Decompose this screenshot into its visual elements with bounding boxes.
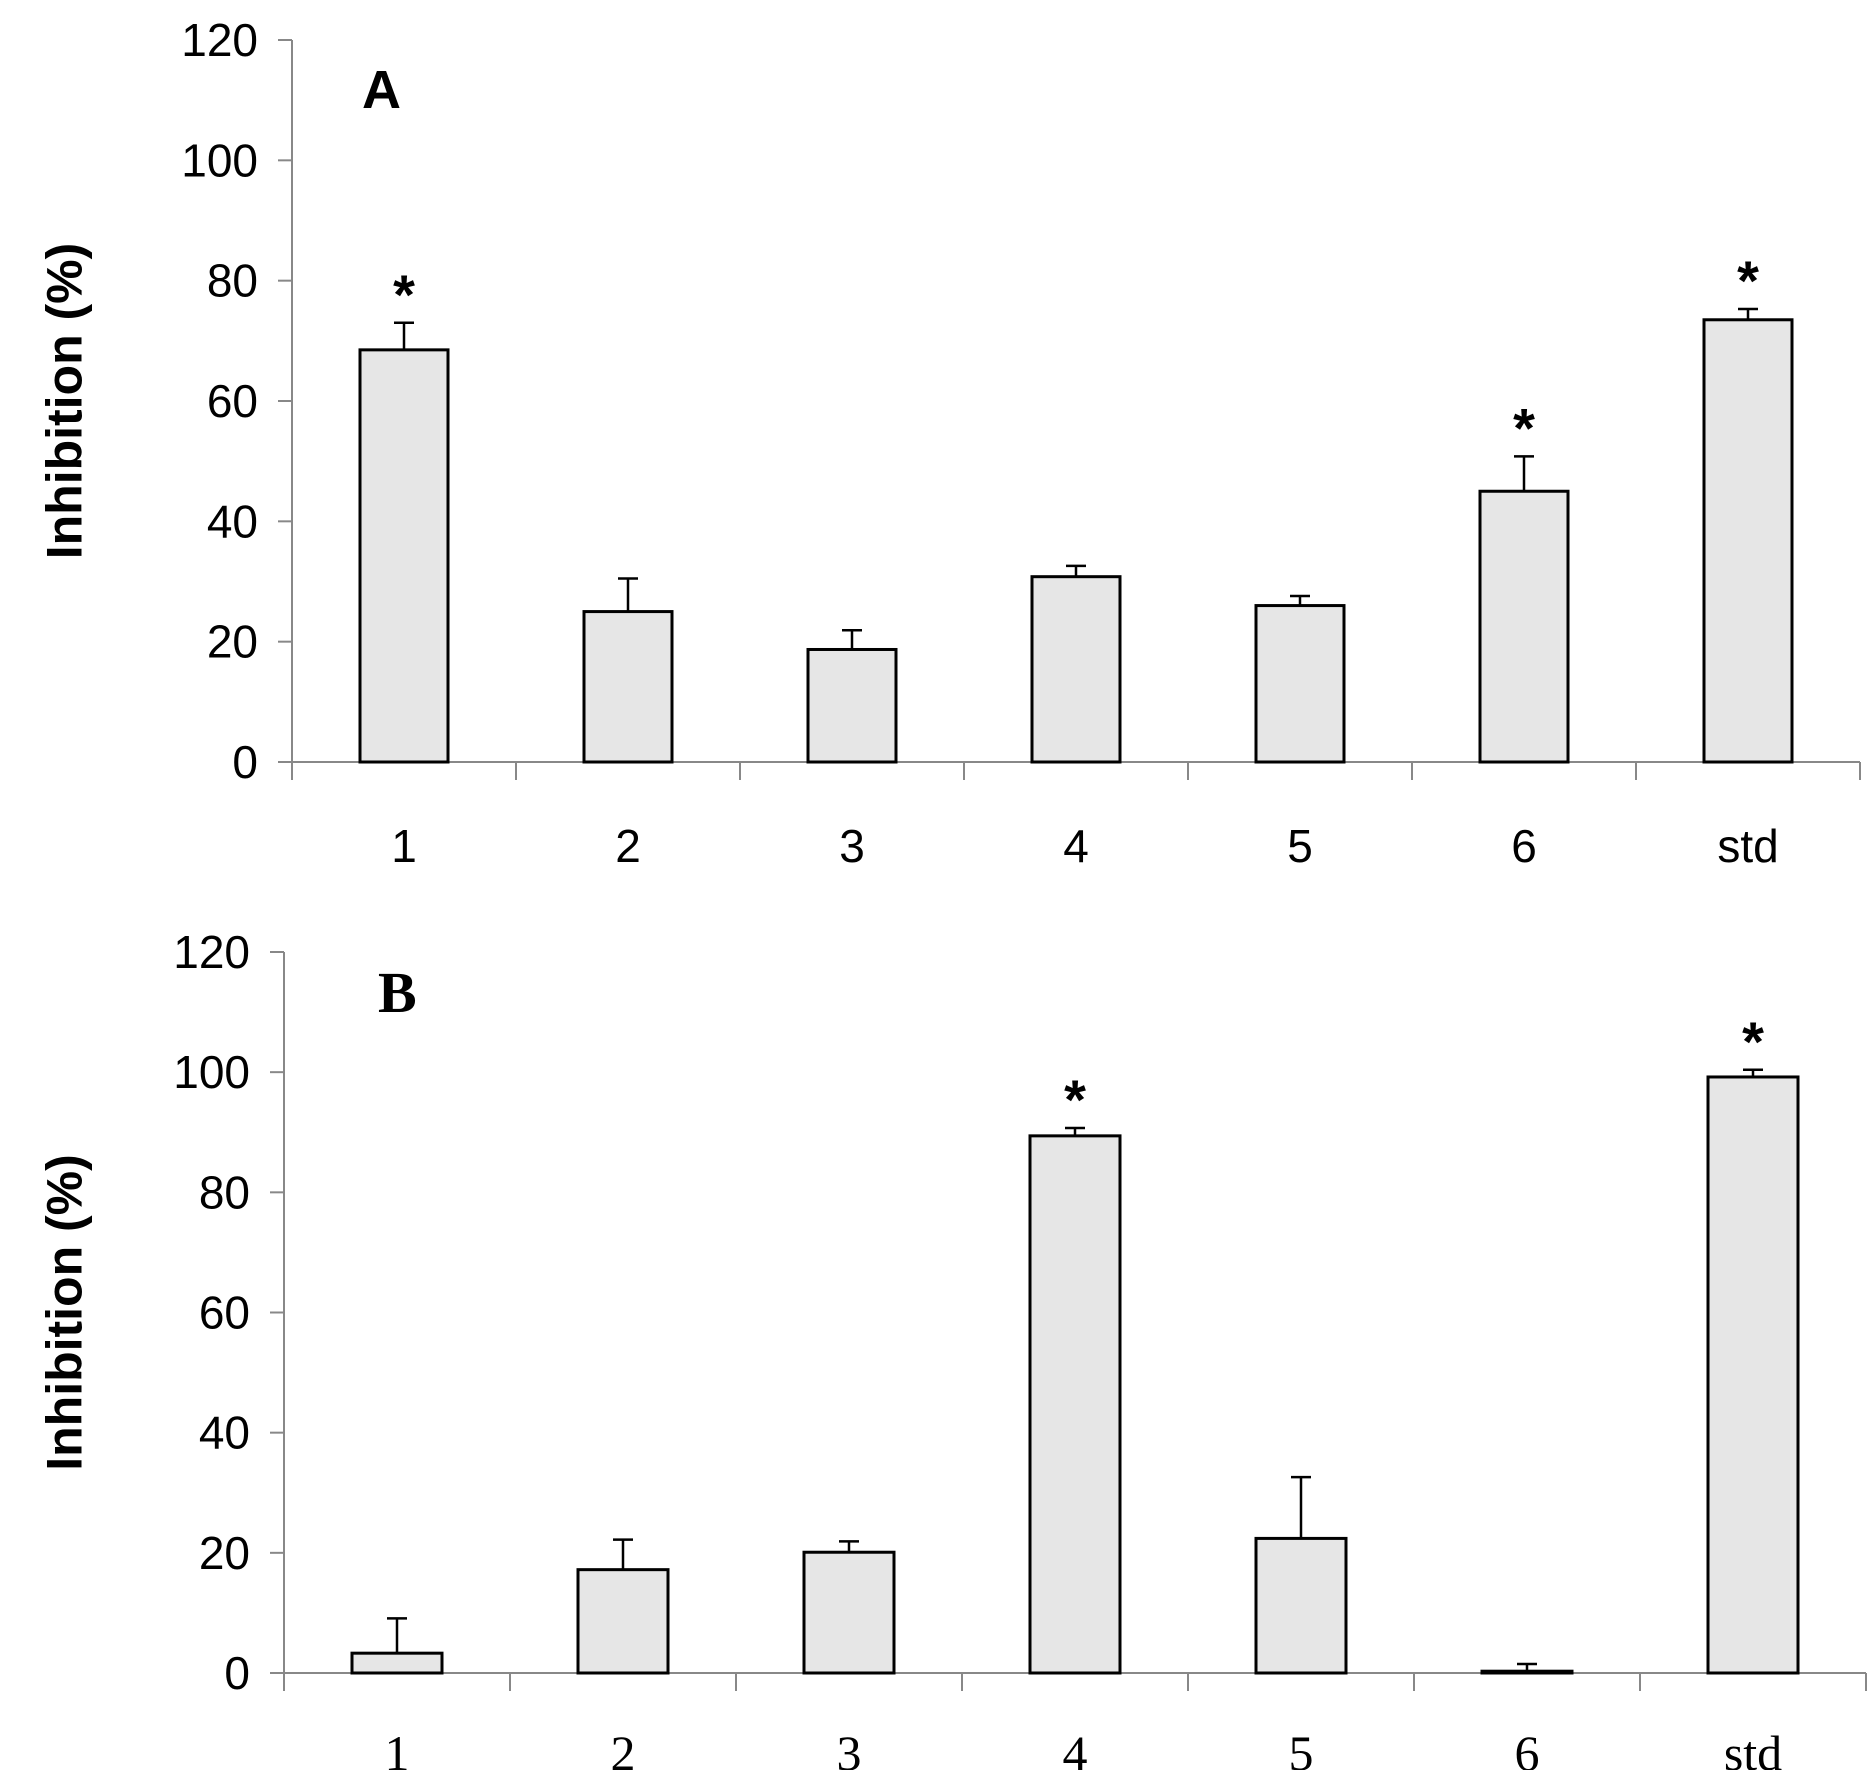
- bar-5: [1254, 1536, 1348, 1675]
- y-tick-label: 40: [207, 495, 258, 547]
- y-tick-label: 20: [199, 1527, 250, 1579]
- y-tick-label: 40: [199, 1407, 250, 1459]
- y-tick-label: 80: [199, 1166, 250, 1218]
- y-tick-label: 100: [181, 134, 258, 186]
- x-tick-label-4: 4: [1063, 820, 1089, 872]
- bar-std: [1702, 318, 1794, 764]
- x-tick-label-std: std: [1717, 820, 1778, 872]
- bar-1: [350, 1651, 444, 1675]
- bar-3: [802, 1550, 896, 1675]
- y-tick-label: 60: [199, 1287, 250, 1339]
- x-tick-label-6: 6: [1511, 820, 1537, 872]
- y-tick-label: 0: [224, 1647, 250, 1699]
- bar-3: [806, 647, 898, 764]
- x-tick-label-3: 3: [839, 820, 865, 872]
- y-axis-label: Inhibition (%): [37, 1154, 93, 1471]
- significance-marker-std: *: [1737, 249, 1759, 312]
- panel-a: 0 20 40 60 80 100 120 Inhibition (%) A * 1 2 3 4 5 * 6 * s…: [37, 14, 1861, 872]
- x-tick-label-2: 2: [611, 1725, 636, 1770]
- y-tick-label: 0: [232, 736, 258, 788]
- y-tick-label: 100: [173, 1046, 250, 1098]
- x-tick-label-std: std: [1724, 1725, 1782, 1770]
- bar-2: [582, 610, 674, 764]
- x-tick-label-1: 1: [385, 1725, 410, 1770]
- bar-1: [358, 348, 450, 764]
- y-tick-label: 80: [207, 255, 258, 307]
- bar-4: [1028, 1134, 1122, 1675]
- bar-std: [1706, 1075, 1800, 1675]
- significance-marker-4: *: [1064, 1068, 1086, 1131]
- x-tick-label-5: 5: [1289, 1725, 1314, 1770]
- x-tick-label-1: 1: [391, 820, 417, 872]
- y-tick-label: 120: [181, 14, 258, 66]
- panel-b: 0 20 40 60 80 100 120 Inhibition (%) B 1 2 3 * 4 5 6 * st…: [37, 926, 1867, 1770]
- x-tick-label-2: 2: [615, 820, 641, 872]
- x-tick-label-5: 5: [1287, 820, 1313, 872]
- bar-6: [1478, 489, 1570, 764]
- x-tick-label-3: 3: [837, 1725, 862, 1770]
- bar-4: [1030, 575, 1122, 764]
- panel-label: A: [362, 60, 401, 120]
- y-tick-label: 60: [207, 375, 258, 427]
- x-tick-label-6: 6: [1515, 1725, 1540, 1770]
- significance-marker-1: *: [393, 263, 415, 326]
- bar-6: [1480, 1669, 1574, 1675]
- y-tick-label: 120: [173, 926, 250, 978]
- panel-label: B: [378, 960, 417, 1025]
- significance-marker-6: *: [1513, 397, 1535, 460]
- x-tick-label-4: 4: [1063, 1725, 1088, 1770]
- bar-2: [576, 1568, 670, 1675]
- y-tick-label: 20: [207, 616, 258, 668]
- bar-5: [1254, 604, 1346, 764]
- y-axis-label: Inhibition (%): [37, 243, 93, 560]
- significance-marker-std: *: [1742, 1010, 1764, 1073]
